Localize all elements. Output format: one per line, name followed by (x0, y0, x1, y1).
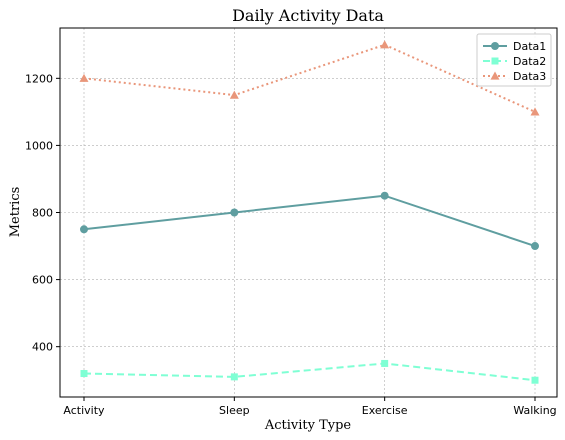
legend-item-data3: Data3 (483, 70, 546, 83)
data-point-data3 (229, 90, 239, 99)
data-point-data2 (381, 359, 389, 367)
data-point-data1 (80, 225, 88, 234)
x-tick-label: Activity (63, 404, 105, 417)
y-tick-label: 1200 (25, 72, 53, 85)
x-axis-label: Activity Type (264, 418, 352, 433)
legend-item-data1: Data1 (483, 40, 546, 53)
series-data2 (80, 359, 539, 384)
data-point-data1 (380, 191, 389, 200)
x-tick-label: Walking (513, 404, 556, 417)
ticks: Activity Sleep Exercise Walking 400 600 800 100… (25, 72, 557, 417)
x-tick-label: Exercise (362, 404, 408, 417)
legend-label: Data2 (513, 55, 546, 68)
y-tick-label: 600 (32, 274, 53, 287)
legend-marker (490, 71, 500, 80)
series-line-data3 (83, 43, 536, 113)
data-point-data3 (530, 107, 540, 116)
legend-marker (491, 42, 499, 50)
series-layer (79, 40, 540, 384)
data-point-data1 (230, 208, 239, 217)
series-data3 (79, 40, 540, 116)
data-point-data3 (380, 40, 390, 49)
data-point-data2 (80, 370, 88, 378)
y-tick-label: 1000 (25, 139, 53, 152)
legend: Data1 Data2 Data3 (476, 33, 552, 87)
series-line-data1 (83, 194, 536, 247)
data-point-data2 (531, 376, 539, 384)
legend-marker (491, 57, 499, 65)
data-point-data2 (230, 373, 238, 381)
legend-item-data2: Data2 (483, 55, 546, 68)
data-point-data3 (79, 73, 89, 82)
legend-label: Data3 (513, 70, 546, 83)
data-point-data1 (531, 242, 539, 251)
legend-label: Data1 (513, 40, 546, 53)
y-tick-label: 400 (32, 341, 53, 354)
y-tick-label: 800 (32, 207, 53, 220)
series-line-data2 (83, 362, 536, 382)
x-tick-label: Sleep (219, 404, 250, 417)
series-data1 (80, 191, 539, 251)
y-axis-label: Metrics (8, 187, 23, 238)
chart-title: Daily Activity Data (232, 6, 384, 25)
